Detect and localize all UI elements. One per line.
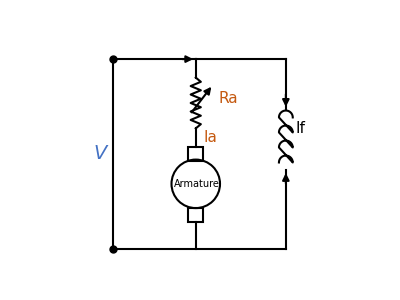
Text: V: V — [93, 144, 106, 163]
Text: Ia: Ia — [204, 130, 218, 145]
Text: If: If — [295, 121, 305, 136]
Bar — [188, 208, 203, 222]
Text: Ra: Ra — [219, 91, 238, 106]
Text: Armature: Armature — [174, 179, 220, 189]
Bar — [188, 147, 203, 161]
